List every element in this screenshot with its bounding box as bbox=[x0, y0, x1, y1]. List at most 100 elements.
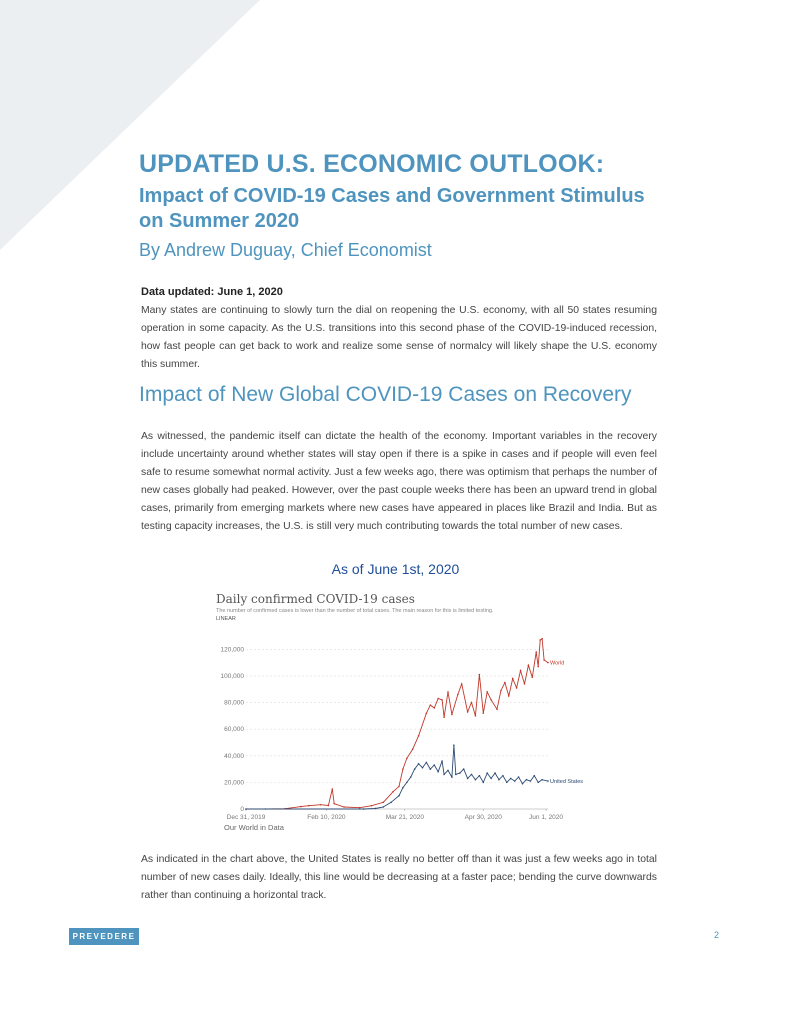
data-point-world bbox=[333, 802, 336, 805]
data-point-united-states bbox=[494, 772, 496, 774]
data-point-world bbox=[496, 708, 498, 710]
data-point-united-states bbox=[478, 774, 481, 777]
data-point-world bbox=[500, 689, 502, 692]
data-point-united-states bbox=[453, 744, 455, 746]
data-point-united-states bbox=[521, 782, 524, 785]
data-point-united-states bbox=[421, 766, 424, 769]
x-tick-label: Jun 1, 2020 bbox=[529, 814, 563, 821]
recovery-paragraph: As witnessed, the pandemic itself can di… bbox=[141, 431, 657, 532]
data-point-united-states bbox=[533, 774, 536, 777]
data-point-world bbox=[486, 691, 489, 693]
data-point-united-states bbox=[474, 778, 477, 781]
data-point-united-states bbox=[458, 772, 461, 774]
page-number: 2 bbox=[714, 930, 720, 940]
page-title: UPDATED U.S. ECONOMIC OUTLOOK: bbox=[139, 150, 605, 178]
data-point-world bbox=[511, 677, 514, 680]
section-heading: Impact of New Global COVID-19 Cases on R… bbox=[139, 383, 632, 406]
data-point-united-states bbox=[382, 806, 385, 808]
data-point-world bbox=[507, 695, 510, 697]
data-point-world bbox=[537, 665, 539, 668]
data-point-united-states bbox=[402, 786, 404, 789]
x-tick-label: Dec 31, 2019 bbox=[227, 814, 266, 821]
data-point-united-states bbox=[362, 808, 365, 810]
data-point-world bbox=[437, 697, 439, 700]
data-point-world bbox=[331, 788, 334, 790]
chart-title: Daily confirmed COVID-19 cases bbox=[216, 592, 415, 606]
y-tick-label: 120,000 bbox=[221, 646, 245, 653]
chart-caption: As of June 1st, 2020 bbox=[331, 561, 460, 577]
chart-subtitle: The number of confirmed cases is lower t… bbox=[216, 608, 494, 614]
corner-decoration bbox=[0, 0, 260, 250]
data-point-united-states bbox=[537, 781, 539, 784]
x-tick-label: Feb 10, 2020 bbox=[307, 814, 346, 821]
data-point-united-states bbox=[509, 777, 512, 780]
data-point-world bbox=[358, 806, 361, 809]
data-point-world bbox=[451, 713, 453, 716]
data-point-united-states bbox=[451, 776, 453, 778]
x-tick-label: Mar 21, 2020 bbox=[386, 814, 425, 821]
intro-paragraph: Many states are continuing to slowly tur… bbox=[141, 305, 657, 370]
data-point-world bbox=[523, 683, 526, 685]
data-point-world bbox=[470, 701, 473, 704]
y-tick-label: 60,000 bbox=[224, 726, 244, 733]
data-point-united-states bbox=[406, 781, 408, 784]
conclusion-paragraph: As indicated in the chart above, the Uni… bbox=[141, 854, 657, 901]
data-point-united-states bbox=[529, 780, 532, 782]
data-point-united-states bbox=[490, 777, 492, 780]
y-tick-label: 100,000 bbox=[221, 673, 245, 680]
data-point-united-states bbox=[443, 773, 445, 776]
data-point-world bbox=[398, 785, 400, 788]
covid-cases-chart: 0 20,000 40,000 60,000 80,000 100,000 120,000 D… bbox=[210, 590, 590, 835]
data-point-world bbox=[319, 803, 322, 806]
series-label-united-states: United States bbox=[550, 779, 583, 785]
y-tick-label: 80,000 bbox=[224, 700, 244, 707]
chart-scale-label: LINEAR bbox=[216, 616, 236, 622]
data-point-united-states bbox=[413, 768, 416, 770]
data-point-world bbox=[307, 804, 310, 807]
byline: By Andrew Duguay, Chief Economist bbox=[139, 240, 432, 260]
data-point-world bbox=[433, 707, 436, 709]
data-point-world bbox=[482, 712, 485, 714]
data-point-united-states bbox=[506, 781, 508, 784]
data-point-world bbox=[392, 790, 394, 793]
data-point-united-states bbox=[429, 768, 432, 770]
data-point-united-states bbox=[502, 774, 504, 777]
x-tick-label: Apr 30, 2020 bbox=[465, 814, 503, 821]
data-point-world bbox=[478, 673, 481, 676]
data-point-world bbox=[411, 748, 414, 750]
chart-plot-area: 0 20,000 40,000 60,000 80,000 100,000 120,000 D… bbox=[221, 637, 583, 821]
series-label-world: World bbox=[550, 661, 564, 667]
data-point-world bbox=[539, 639, 541, 641]
data-point-united-states bbox=[447, 769, 449, 772]
data-point-united-states bbox=[437, 770, 439, 773]
data-point-world bbox=[515, 687, 518, 689]
data-point-world bbox=[406, 757, 408, 760]
data-point-united-states bbox=[433, 764, 436, 766]
data-point-world bbox=[543, 659, 545, 661]
data-point-world bbox=[547, 661, 549, 664]
data-point-world bbox=[519, 669, 522, 672]
series-line-world bbox=[246, 637, 549, 810]
data-point-united-states bbox=[374, 807, 377, 810]
data-point-world bbox=[490, 699, 492, 701]
data-point-united-states bbox=[482, 781, 485, 784]
y-tick-label: 20,000 bbox=[224, 779, 244, 786]
data-point-united-states bbox=[441, 760, 443, 762]
data-point-united-states bbox=[466, 777, 469, 780]
data-point-world bbox=[527, 664, 530, 667]
data-point-world bbox=[474, 715, 477, 717]
data-point-world bbox=[382, 801, 385, 804]
data-point-united-states bbox=[245, 808, 247, 810]
data-point-world bbox=[541, 637, 543, 640]
data-point-world bbox=[343, 806, 345, 808]
data-point-united-states bbox=[409, 776, 412, 778]
data-point-united-states bbox=[462, 768, 465, 770]
data-point-united-states bbox=[498, 778, 500, 781]
data-updated-label: Data updated: June 1, 2020 bbox=[141, 286, 283, 298]
data-point-world bbox=[370, 804, 373, 807]
page-subtitle: Impact of COVID-19 Cases and Government … bbox=[139, 185, 645, 232]
prevedere-logo: PREVEDERE bbox=[69, 928, 139, 945]
y-tick-label: 0 bbox=[240, 806, 244, 813]
data-point-world bbox=[441, 699, 443, 701]
data-point-united-states bbox=[455, 773, 457, 776]
